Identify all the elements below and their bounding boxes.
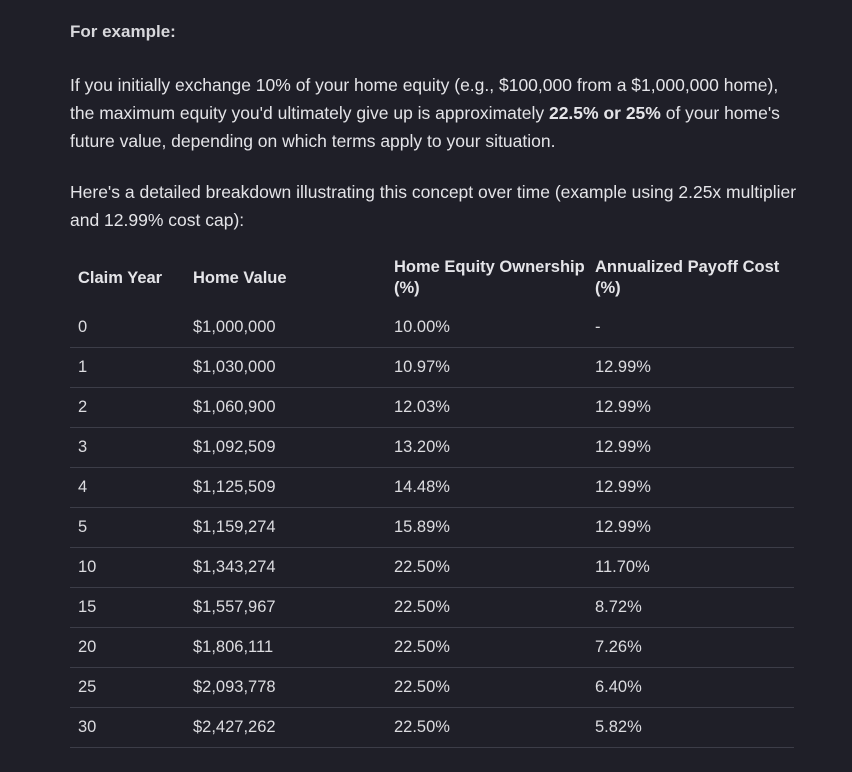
column-header: Annualized Payoff Cost (%) (595, 258, 780, 297)
table-cell: 15.89% (386, 507, 587, 548)
table-row: 0 $1,000,000 10.00% - (70, 308, 794, 348)
table-row: 5 $1,159,274 15.89% 12.99% (70, 507, 794, 548)
table-cell: $1,092,509 (185, 427, 386, 468)
table-cell: 10.00% (386, 308, 587, 348)
table-cell: 12.99% (587, 507, 794, 548)
table-cell: $1,159,274 (185, 507, 386, 548)
intro-bold: 22.5% or 25% (548, 103, 661, 123)
column-header: Home Equity Ownership (%) (394, 258, 585, 297)
table-cell: $2,093,778 (185, 667, 386, 708)
table-row: 3 $1,092,509 13.20% 12.99% (70, 427, 794, 468)
intro-text: of your home's future value, depending o… (70, 103, 780, 151)
heading: For example: (70, 22, 176, 41)
table-row: 30 $2,427,262 22.50% 5.82% (70, 707, 794, 748)
table-cell: $1,557,967 (185, 587, 386, 628)
table-cell: 5 (70, 507, 185, 548)
table-row: 20 $1,806,111 22.50% 7.26% (70, 627, 794, 668)
table-cell: 13.20% (386, 427, 587, 468)
table-cell: 30 (70, 707, 185, 748)
table-cell: 12.99% (587, 347, 794, 388)
table-cell: 10 (70, 547, 185, 588)
table-cell: $2,427,262 (185, 707, 386, 748)
lead-paragraph: Here's a detailed breakdown illustrating… (70, 182, 797, 230)
table-body: 0 $1,000,000 10.00% -1 $1,030,000 10.97% 12.99… (70, 308, 794, 748)
table-cell: 12.03% (386, 387, 587, 428)
table-cell: 4 (70, 467, 185, 508)
intro-paragraph: If you initially exchange 10% of your ho… (70, 71, 798, 155)
table-cell: 1 (70, 347, 185, 388)
table-cell: 22.50% (386, 547, 587, 588)
table-cell: 12.99% (587, 387, 794, 428)
table-cell: 15 (70, 587, 185, 628)
table-row: 15 $1,557,967 22.50% 8.72% (70, 587, 794, 628)
table-cell: 22.50% (386, 707, 587, 748)
table-cell: $1,125,509 (185, 467, 386, 508)
table-cell: - (587, 308, 794, 348)
table-head: Claim Year Home Value Home Equity Ownershi… (70, 248, 794, 308)
table-cell: 25 (70, 667, 185, 708)
table-cell: $1,343,274 (185, 547, 386, 588)
column-header: Home Value (193, 268, 287, 287)
table-row: 4 $1,125,509 14.48% 12.99% (70, 467, 794, 508)
table-cell: $1,000,000 (185, 308, 386, 348)
header-row: Claim Year Home Value Home Equity Ownershi… (70, 248, 794, 308)
table-cell: 11.70% (587, 547, 794, 588)
table-cell: 2 (70, 387, 185, 428)
table-row: 10 $1,343,274 22.50% 11.70% (70, 547, 794, 588)
table-cell: 3 (70, 427, 185, 468)
table-cell: 7.26% (587, 627, 794, 668)
intro-text: If you initially exchange 10% of your ho… (70, 75, 779, 123)
table-cell: 14.48% (386, 467, 587, 508)
table-cell: $1,060,900 (185, 387, 386, 428)
table-cell: 12.99% (587, 427, 794, 468)
table-cell: 0 (70, 308, 185, 348)
table-cell: 22.50% (386, 627, 587, 668)
table-cell: 22.50% (386, 587, 587, 628)
breakdown-table: Claim Year Home Value Home Equity Ownershi… (70, 248, 794, 748)
table-cell: $1,030,000 (185, 347, 386, 388)
table-cell: 10.97% (386, 347, 587, 388)
table-cell: 12.99% (587, 467, 794, 508)
table-cell: 22.50% (386, 667, 587, 708)
table-cell: 8.72% (587, 587, 794, 628)
column-header: Claim Year (78, 268, 163, 287)
table-row: 25 $2,093,778 22.50% 6.40% (70, 667, 794, 708)
table-cell: 5.82% (587, 707, 794, 748)
table-cell: 20 (70, 627, 185, 668)
table-cell: 6.40% (587, 667, 794, 708)
table-row: 2 $1,060,900 12.03% 12.99% (70, 387, 794, 428)
table-cell: $1,806,111 (185, 627, 386, 668)
table-row: 1 $1,030,000 10.97% 12.99% (70, 347, 794, 388)
